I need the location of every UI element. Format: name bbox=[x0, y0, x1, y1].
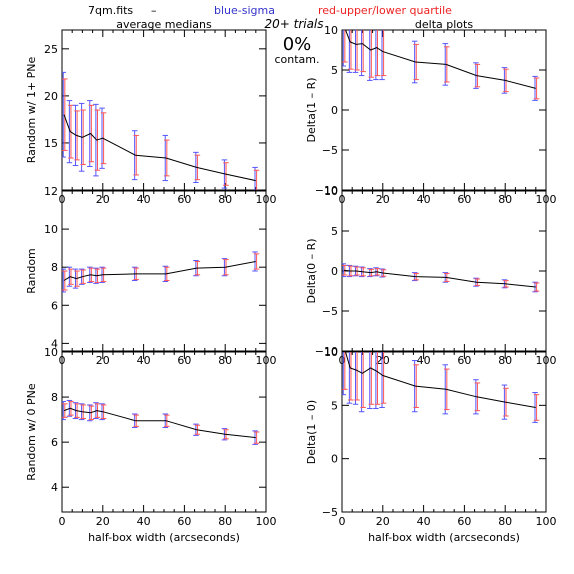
y-tick-label: 12 bbox=[44, 185, 58, 198]
y-axis-label: Random bbox=[25, 248, 38, 294]
plot-frame bbox=[61, 29, 267, 191]
median-line bbox=[343, 269, 536, 288]
median-line bbox=[63, 407, 256, 439]
x-tick-label: 80 bbox=[498, 354, 512, 367]
x-tick-label: 20 bbox=[96, 354, 110, 367]
y-tick-label: 0 bbox=[331, 265, 338, 278]
contamination-label: contam. bbox=[274, 53, 319, 66]
data-layer bbox=[342, 30, 540, 101]
y-tick-label: −5 bbox=[322, 144, 338, 157]
data-layer bbox=[62, 399, 260, 445]
x-tick-label: 20 bbox=[96, 193, 110, 206]
y-tick-label: 0 bbox=[331, 453, 338, 466]
x-tick-label: 0 bbox=[59, 515, 66, 528]
legend-red-quartile: red-upper/lower quartile bbox=[318, 4, 452, 17]
trials-label: 20+ trials bbox=[264, 17, 323, 31]
data-layer bbox=[342, 352, 540, 423]
y-tick-label: 8 bbox=[51, 261, 58, 274]
x-tick-label: 40 bbox=[417, 193, 431, 206]
y-tick-label: −10 bbox=[315, 184, 338, 197]
right-column-title: delta plots bbox=[415, 18, 473, 31]
x-tick-label: 80 bbox=[498, 515, 512, 528]
file-name: 7qm.fits bbox=[88, 4, 133, 17]
x-tick-label: 100 bbox=[256, 515, 277, 528]
y-tick-label: 5 bbox=[331, 225, 338, 238]
x-tick-label: 60 bbox=[177, 354, 191, 367]
median-line bbox=[63, 261, 256, 281]
x-tick-label: 20 bbox=[376, 354, 390, 367]
x-tick-label: 60 bbox=[177, 193, 191, 206]
y-tick-label: −5 bbox=[322, 305, 338, 318]
plot-frame bbox=[341, 29, 547, 191]
y-tick-label: 10 bbox=[324, 185, 338, 198]
y-axis-label: Random w/ 0 PNe bbox=[25, 383, 38, 481]
plot-frame bbox=[61, 351, 267, 513]
x-tick-label: 40 bbox=[137, 515, 151, 528]
x-tick-label: 80 bbox=[498, 193, 512, 206]
x-tick-label: 40 bbox=[137, 354, 151, 367]
x-tick-label: 0 bbox=[339, 515, 346, 528]
y-tick-label: 25 bbox=[44, 43, 58, 56]
y-tick-label: −5 bbox=[322, 506, 338, 519]
y-tick-label: 6 bbox=[51, 299, 58, 312]
y-tick-label: 20 bbox=[44, 90, 58, 103]
y-tick-label: 6 bbox=[51, 436, 58, 449]
y-axis-label: Random w/ 1+ PNe bbox=[25, 56, 38, 163]
x-tick-label: 100 bbox=[536, 515, 557, 528]
x-axis-label: half-box width (arcseconds) bbox=[368, 531, 520, 544]
left-column-title: average medians bbox=[116, 18, 212, 31]
y-tick-label: 10 bbox=[324, 346, 338, 359]
median-line bbox=[345, 30, 536, 89]
y-axis-label: Delta(1 – R) bbox=[305, 77, 318, 142]
y-tick-label: 4 bbox=[51, 481, 58, 494]
y-tick-label: 10 bbox=[44, 346, 58, 359]
y-tick-label: 5 bbox=[331, 399, 338, 412]
legend-blue-sigma: blue-sigma bbox=[214, 4, 275, 17]
plot-frame bbox=[341, 190, 547, 352]
x-tick-label: 20 bbox=[96, 515, 110, 528]
x-tick-label: 40 bbox=[417, 354, 431, 367]
y-tick-label: 8 bbox=[51, 391, 58, 404]
y-tick-label: 10 bbox=[324, 24, 338, 37]
plot-frame bbox=[341, 351, 547, 513]
x-tick-label: 80 bbox=[218, 515, 232, 528]
y-tick-label: 10 bbox=[44, 223, 58, 236]
data-layer bbox=[342, 263, 540, 293]
median-line bbox=[63, 114, 256, 182]
x-tick-label: 20 bbox=[376, 515, 390, 528]
contamination-percent: 0% bbox=[283, 34, 312, 55]
y-tick-label: −10 bbox=[315, 345, 338, 358]
panel-5: 0 20 40 60 80 100 4 6 8 10 Random w/ 0 PNe half-box… bbox=[25, 346, 277, 544]
y-tick-label: 0 bbox=[331, 104, 338, 117]
y-axis-label: Delta(1 – 0) bbox=[305, 400, 318, 464]
x-tick-label: 60 bbox=[457, 354, 471, 367]
y-tick-label: 4 bbox=[51, 337, 58, 350]
y-axis-label: Delta(0 – R) bbox=[305, 238, 318, 303]
y-tick-label: 5 bbox=[331, 64, 338, 77]
x-tick-label: 60 bbox=[457, 515, 471, 528]
data-layer bbox=[62, 71, 260, 190]
data-layer bbox=[62, 251, 260, 293]
x-tick-label: 60 bbox=[177, 515, 191, 528]
x-tick-label: 60 bbox=[457, 193, 471, 206]
x-tick-label: 40 bbox=[417, 515, 431, 528]
x-tick-label: 80 bbox=[218, 354, 232, 367]
median-line bbox=[345, 352, 536, 408]
x-axis-label: half-box width (arcseconds) bbox=[88, 531, 240, 544]
plot-frame bbox=[61, 190, 267, 352]
x-tick-label: 80 bbox=[218, 193, 232, 206]
y-tick-label: 15 bbox=[44, 137, 58, 150]
x-tick-label: 40 bbox=[137, 193, 151, 206]
x-tick-label: 20 bbox=[376, 193, 390, 206]
title-dash: – bbox=[151, 4, 157, 17]
